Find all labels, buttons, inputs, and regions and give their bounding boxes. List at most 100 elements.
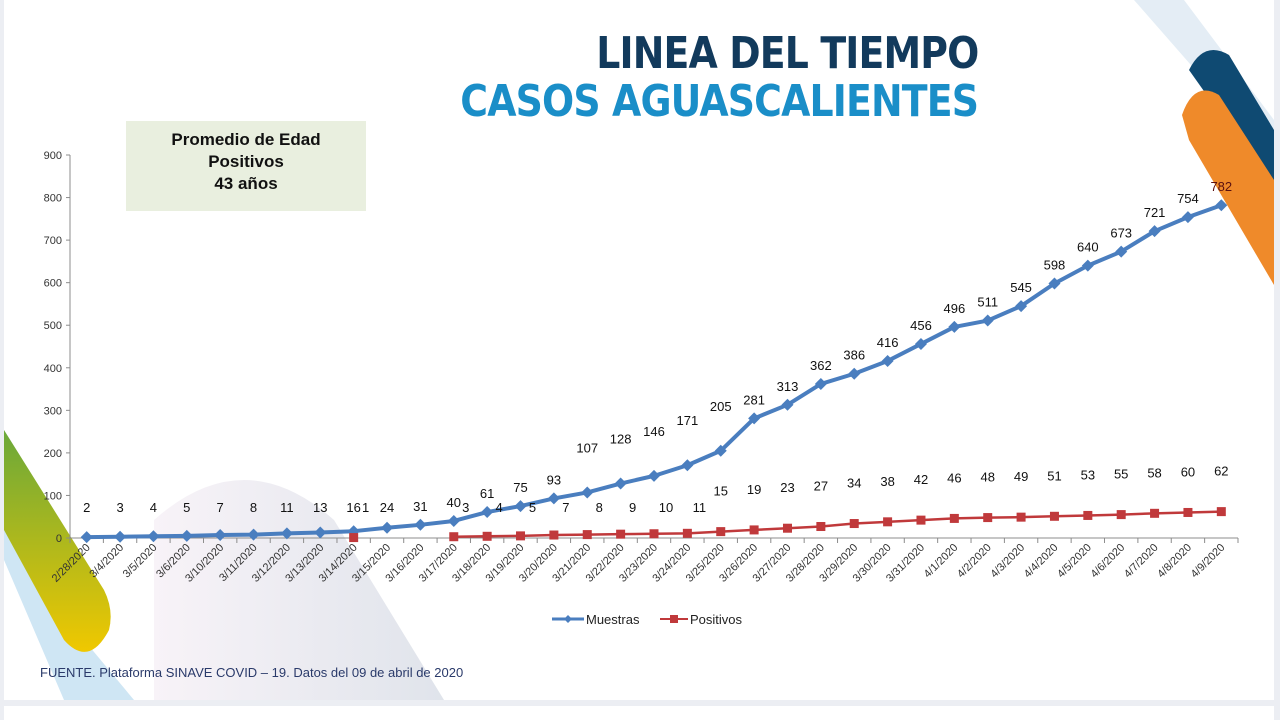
x-tick-label: 4/2/2020: [955, 542, 994, 581]
data-label-muestras: 598: [1044, 258, 1066, 273]
data-label-muestras: 31: [413, 499, 427, 514]
y-tick-label: 600: [44, 278, 62, 290]
series-muestras: [80, 199, 1228, 544]
data-point: [180, 529, 193, 542]
data-label-muestras: 640: [1077, 240, 1099, 255]
average-age-value: 43 años: [214, 174, 278, 193]
data-point: [381, 521, 394, 534]
data-point: [714, 444, 727, 457]
data-label-positivos: 49: [1014, 469, 1028, 484]
data-label-muestras: 673: [1110, 226, 1132, 241]
data-point: [247, 528, 260, 541]
decor-green-yellow-swoosh: [4, 430, 111, 652]
data-label-muestras: 5: [183, 500, 190, 515]
x-tick-labels: 2/28/20203/4/20203/5/20203/6/20203/10/20…: [50, 542, 1228, 585]
data-label-muestras: 128: [610, 432, 632, 447]
data-label-positivos: 55: [1114, 467, 1128, 482]
x-tick-label: 4/3/2020: [988, 542, 1027, 581]
title-line-2: CASOS AGUASCALIENTES: [460, 76, 979, 127]
data-label-muestras: 754: [1177, 191, 1199, 206]
y-tick-label: 400: [44, 363, 62, 375]
data-point: [114, 530, 127, 543]
data-label-muestras: 3: [116, 500, 123, 515]
data-label-muestras: 93: [547, 472, 561, 487]
legend-positivos-label: Positivos: [690, 612, 743, 627]
data-point: [681, 459, 694, 472]
data-point: [349, 533, 359, 543]
data-point: [916, 515, 926, 525]
data-point: [983, 513, 993, 523]
data-label-positivos: 10: [659, 500, 673, 515]
data-label-muestras: 11: [280, 500, 294, 515]
data-point: [948, 320, 961, 333]
data-point: [514, 500, 527, 513]
data-label-positivos: 5: [529, 500, 536, 515]
data-label-muestras: 2: [83, 500, 90, 515]
data-label-muestras: 75: [513, 480, 527, 495]
data-label-muestras: 205: [710, 399, 732, 414]
data-label-positivos: 46: [947, 470, 961, 485]
data-label-positivos: 7: [562, 500, 569, 515]
data-point: [1116, 510, 1126, 520]
legend-positivos-marker: [670, 615, 678, 623]
data-point: [614, 477, 627, 490]
data-point: [1181, 211, 1194, 224]
x-tick-label: 3/5/2020: [121, 542, 160, 581]
data-point: [716, 527, 726, 537]
x-tick-label: 4/4/2020: [1022, 542, 1061, 581]
data-label-positivos: 15: [714, 484, 728, 499]
data-label-positivos: 8: [596, 500, 603, 515]
data-label-positivos: 19: [747, 482, 761, 497]
data-point: [1016, 512, 1026, 522]
data-label-muestras: 16: [346, 500, 360, 515]
data-label-muestras: 61: [480, 486, 494, 501]
data-point: [914, 337, 927, 350]
y-tick-label: 100: [44, 490, 62, 502]
data-label-muestras: 24: [380, 500, 394, 515]
axes: [66, 154, 1239, 543]
data-label-muestras: 782: [1210, 179, 1232, 194]
x-tick-label: 4/7/2020: [1122, 542, 1161, 581]
legend: Muestras Positivos: [552, 612, 743, 627]
data-label-muestras: 416: [877, 335, 899, 350]
average-age-box: Promedio de Edad Positivos 43 años: [126, 121, 366, 211]
data-point: [80, 531, 93, 544]
data-point: [881, 354, 894, 367]
data-label-positivos: 34: [847, 476, 861, 491]
series-line: [86, 203, 1222, 540]
data-point: [748, 412, 761, 425]
data-point: [1081, 259, 1094, 272]
data-label-positivos: 3: [462, 500, 469, 515]
data-label-muestras: 362: [810, 358, 832, 373]
data-point: [314, 526, 327, 539]
data-label-muestras: 456: [910, 318, 932, 333]
data-point: [682, 528, 692, 538]
y-tick-label: 800: [44, 193, 62, 205]
data-label-positivos: 1: [362, 500, 369, 515]
decor-orange-swoosh: [1182, 90, 1274, 285]
x-tick-label: 4/9/2020: [1189, 542, 1228, 581]
data-label-muestras: 8: [250, 500, 257, 515]
next-slide-strip: [4, 706, 1274, 720]
data-label-muestras: 496: [943, 301, 965, 316]
data-label-positivos: 58: [1147, 465, 1161, 480]
data-point: [280, 527, 293, 540]
data-label-positivos: 9: [629, 500, 636, 515]
data-point: [1216, 507, 1226, 517]
y-tick-label: 300: [44, 405, 62, 417]
data-point: [883, 517, 893, 527]
data-label-muestras: 7: [217, 500, 224, 515]
data-point: [547, 492, 560, 505]
data-label-positivos: 27: [814, 479, 828, 494]
data-label-positivos: 62: [1214, 464, 1228, 479]
data-label-positivos: 42: [914, 472, 928, 487]
data-point: [481, 506, 494, 519]
data-point: [482, 531, 492, 541]
series-line: [453, 510, 1222, 538]
y-tick-label: 500: [44, 320, 62, 332]
x-tick-label: 4/6/2020: [1089, 542, 1128, 581]
data-label-muestras: 721: [1144, 205, 1166, 220]
x-tick-label: 2/28/2020: [50, 542, 93, 585]
data-point: [1148, 225, 1161, 238]
